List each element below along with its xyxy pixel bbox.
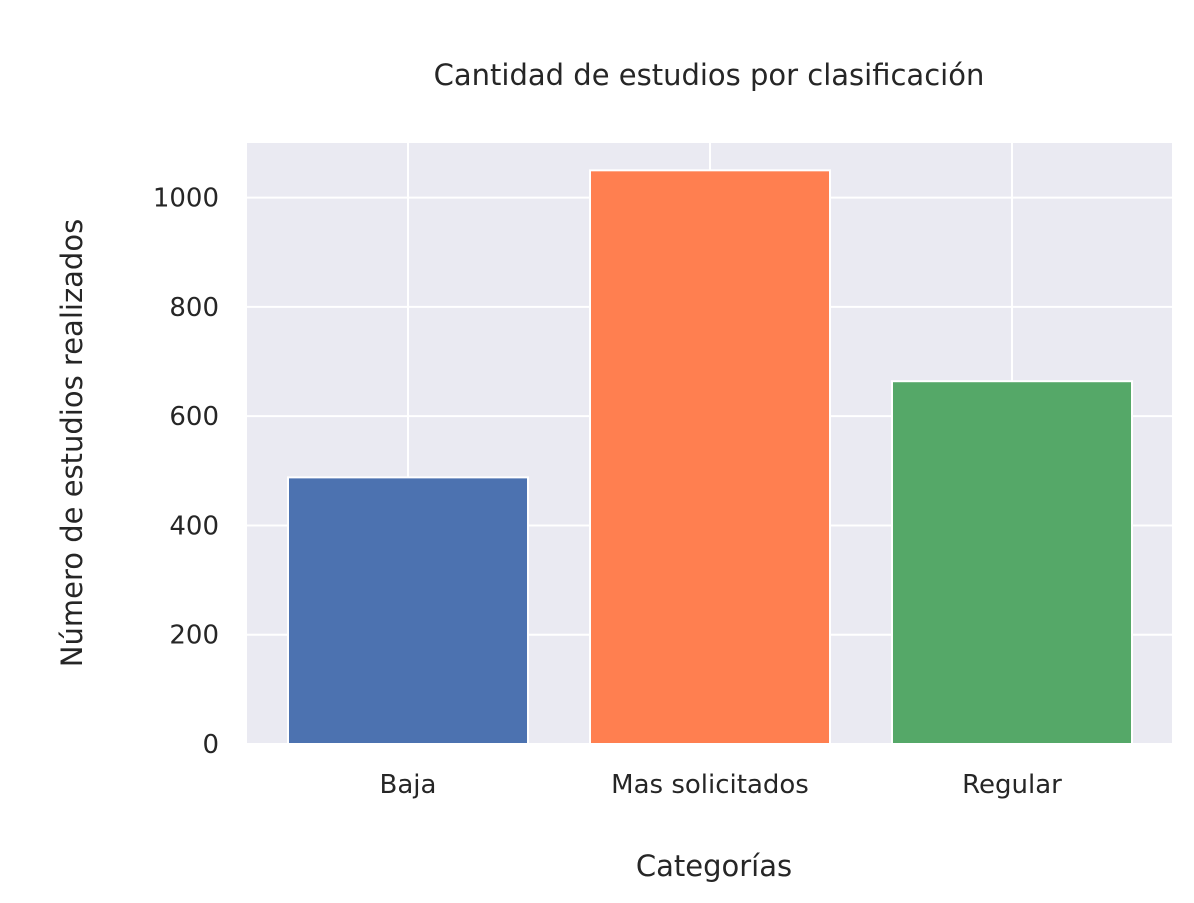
x-tick-label: Mas solicitados — [611, 770, 809, 800]
y-tick-label: 1000 — [153, 184, 219, 214]
y-tick-label: 200 — [169, 621, 219, 651]
y-axis-label: Número de estudios realizados — [55, 219, 89, 667]
x-tick-label: Baja — [380, 770, 437, 800]
x-axis-label: Categorías — [636, 849, 792, 883]
chart-title: Cantidad de estudios por clasificación — [434, 58, 985, 92]
bars — [287, 169, 1133, 745]
bar-mas-solicitados — [589, 169, 831, 745]
y-tick-label: 0 — [202, 730, 219, 760]
bar-baja — [287, 476, 529, 745]
y-tick-labels: 0 200 400 600 800 1000 — [153, 184, 219, 760]
y-tick-label: 600 — [169, 402, 219, 432]
bar-regular — [891, 380, 1133, 745]
x-tick-label: Regular — [962, 770, 1062, 800]
y-tick-label: 800 — [169, 293, 219, 323]
x-tick-labels: Baja Mas solicitados Regular — [380, 770, 1063, 800]
y-tick-label: 400 — [169, 511, 219, 541]
